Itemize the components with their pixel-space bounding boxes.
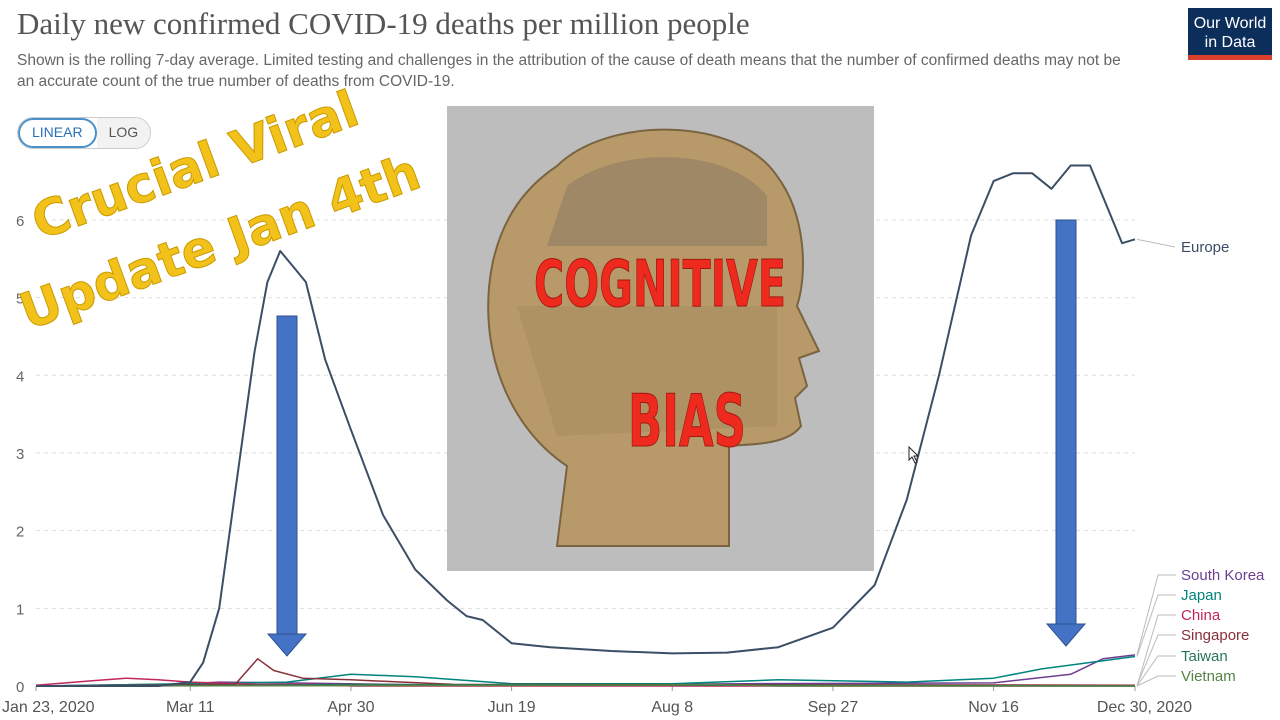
y-tick-label: 3 [16,446,24,463]
x-tick-label: Jun 19 [488,699,536,716]
legend-label-europe: Europe [1181,239,1229,256]
x-tick-label: Jan 23, 2020 [2,699,95,716]
y-axis-ticks: 0 1 2 3 4 5 6 [16,213,24,696]
y-tick-label: 1 [16,601,24,618]
series-lines [35,164,1136,687]
series-line-singapore [35,658,1136,687]
chart-subtitle: Shown is the rolling 7-day average. Limi… [17,52,1121,90]
owid-logo[interactable]: Our World in Data [1188,8,1272,60]
x-tick-label: Nov 16 [968,699,1019,716]
image-word-cognitive: COGNITIVE [534,248,786,322]
legend-label-south-korea: South Korea [1181,567,1265,584]
legend-connector [1136,675,1176,687]
x-axis-ticks: Jan 23, 2020 Mar 11 Apr 30 Jun 19 Aug 8 Sep 2… [2,686,1192,716]
y-tick-label: 4 [16,368,24,385]
series-line-europe [36,164,1136,687]
y-tick-label: 0 [16,679,24,696]
legend-connector [1136,594,1176,657]
down-arrow-left [266,315,308,657]
series-line-japan [35,655,1136,687]
image-word-bias: BIAS [628,379,746,463]
x-tick-label: Apr 30 [327,699,374,716]
y-tick-label: 2 [16,524,24,541]
x-tick-label: Aug 8 [651,699,693,716]
legend-connector [1136,614,1176,687]
cognitive-bias-image: COGNITIVE BIAS [447,106,874,571]
y-tick-label: 6 [16,213,24,230]
legend-label-taiwan: Taiwan [1181,648,1228,665]
legend-label-vietnam: Vietnam [1181,668,1236,685]
legend-connector [1136,634,1176,686]
x-tick-label: Dec 30, 2020 [1097,699,1192,716]
logo-line2: in Data [1204,34,1256,51]
legend-label-china: China [1181,607,1221,624]
x-tick-label: Sep 27 [808,699,859,716]
series-line-vietnam [35,683,1135,687]
legend: Europe South Korea Japan China Singapore Taiw… [1136,238,1265,687]
y-tick-label: 5 [16,291,24,308]
legend-connector [1136,574,1176,656]
mouse-cursor-icon [908,445,920,464]
legend-label-singapore: Singapore [1181,627,1249,644]
legend-connector [1136,238,1176,248]
legend-connector [1136,655,1176,687]
legend-label-japan: Japan [1181,587,1222,604]
linear-scale-button[interactable]: LINEAR [18,118,97,148]
logo-line1: Our World [1193,15,1267,32]
down-arrow-right [1045,219,1087,647]
x-tick-label: Mar 11 [166,699,215,716]
series-line-south-korea [35,654,1136,687]
chart-title: Daily new confirmed COVID-19 deaths per … [17,6,750,41]
log-scale-button[interactable]: LOG [96,118,151,148]
scale-toggle: LINEAR LOG [17,117,152,149]
